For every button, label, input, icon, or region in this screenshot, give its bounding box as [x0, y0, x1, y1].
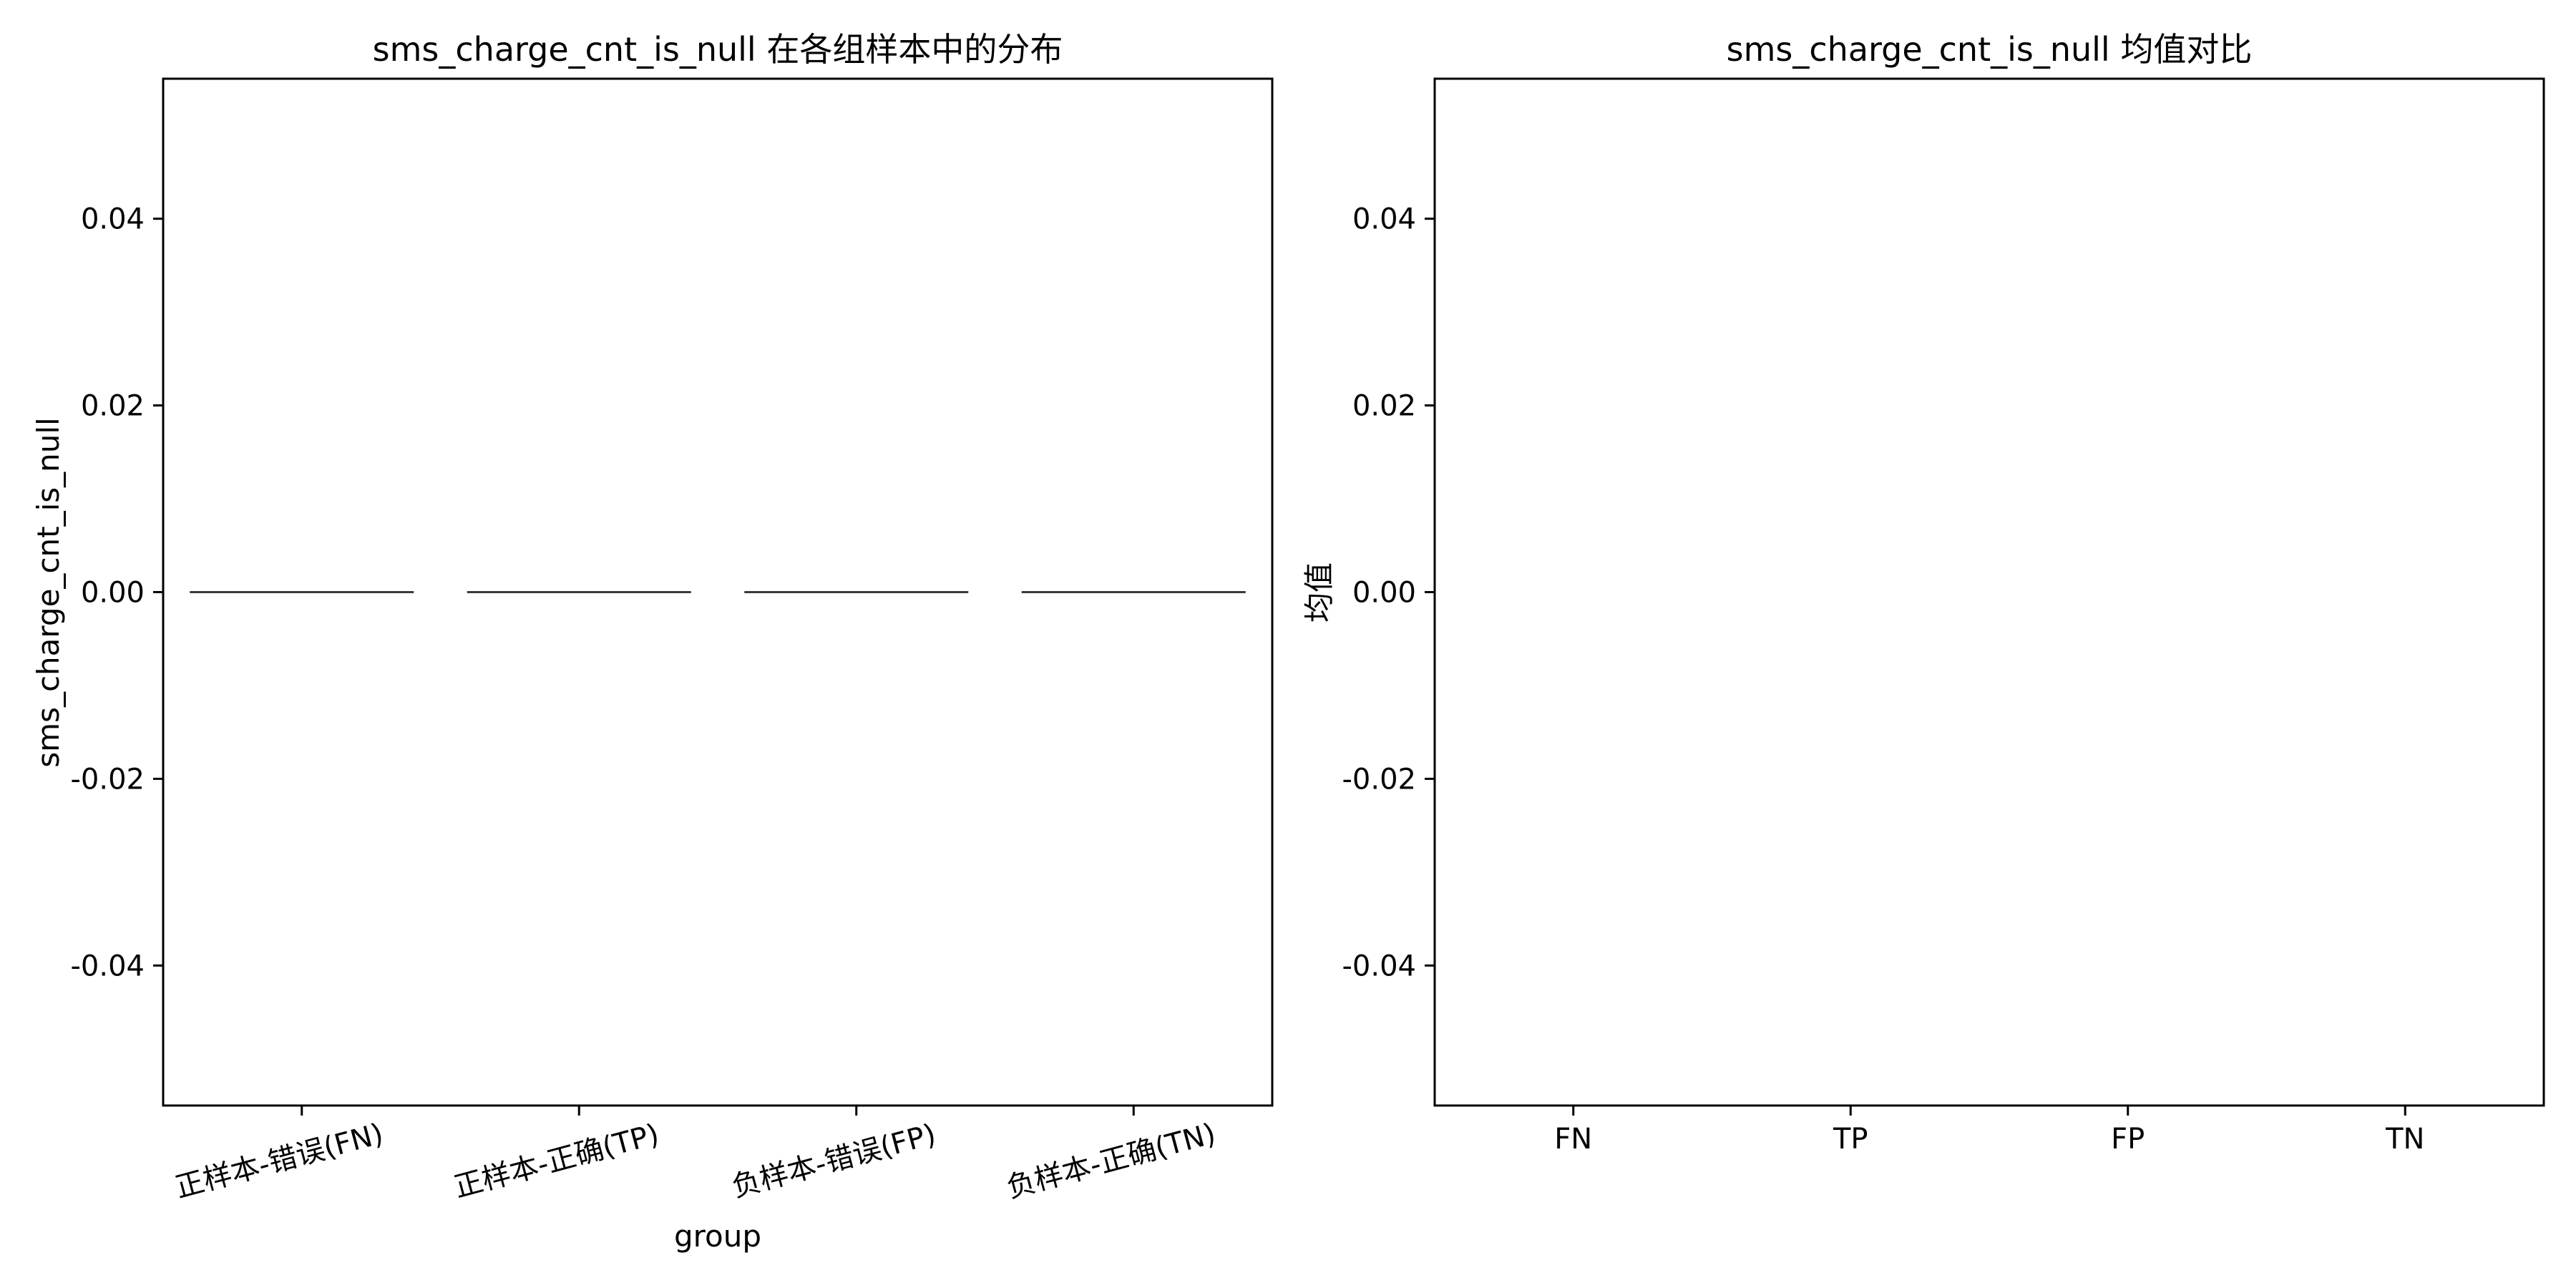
distribution-plot-frame [162, 77, 1274, 1107]
mean-chart-title: sms_charge_cnt_is_null 均值对比 [1727, 30, 2253, 69]
distribution-y-tick-label: 0.02 [81, 390, 145, 423]
mean-y-tick-label: 0.04 [1352, 203, 1416, 236]
distribution-y-axis-title: sms_charge_cnt_is_null [31, 417, 66, 767]
mean-y-tick-label: -0.04 [1342, 950, 1417, 982]
distribution-y-tick-label: 0.04 [81, 203, 145, 236]
distribution-y-axis: 0.04 0.02 0.00 -0.02 -0.04 [71, 203, 163, 982]
distribution-y-tick-label: -0.04 [71, 950, 145, 982]
mean-x-tick-label: TN [2385, 1123, 2424, 1156]
mean-y-tick-label: -0.02 [1342, 763, 1417, 796]
mean-x-axis: FN TP FP TN [1554, 1106, 2424, 1156]
mean-x-tick-label: FP [2111, 1123, 2145, 1156]
mean-x-tick-label: TP [1833, 1123, 1868, 1156]
mean-y-axis-title: 均值 [1302, 562, 1337, 623]
distribution-chart-title: sms_charge_cnt_is_null 在各组样本中的分布 [373, 30, 1063, 69]
mean-y-tick-label: 0.02 [1352, 390, 1416, 423]
distribution-y-tick-label: 0.00 [81, 577, 145, 610]
distribution-y-tick-label: -0.02 [71, 763, 145, 796]
mean-panel: sms_charge_cnt_is_null 均值对比 0.04 0.02 0.00… [1302, 30, 2545, 1156]
distribution-x-axis-title: group [674, 1219, 761, 1254]
mean-y-tick-label: 0.00 [1352, 577, 1416, 610]
mean-plot-frame [1433, 77, 2545, 1107]
mean-x-tick-label: FN [1554, 1123, 1592, 1156]
mean-y-axis: 0.04 0.02 0.00 -0.02 -0.04 [1342, 203, 1435, 982]
